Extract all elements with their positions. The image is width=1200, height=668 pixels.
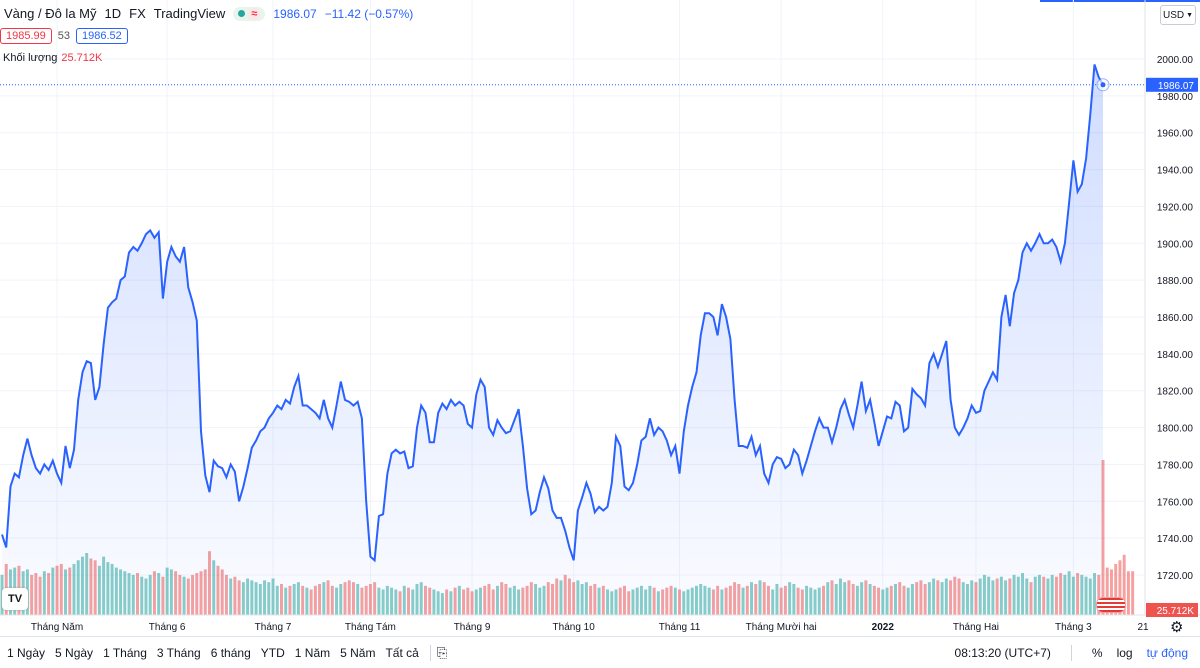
x-tick-label: Tháng 6 <box>149 622 186 633</box>
x-tick-label: Tháng 7 <box>255 622 292 633</box>
sell-price-button[interactable]: 1985.99 <box>0 28 52 44</box>
interval-label[interactable]: 1D <box>104 6 122 21</box>
price-chart[interactable]: 1720.00 1740.00 1760.00 1780.00 1800.00 1820.… <box>0 0 1200 636</box>
tradingview-logo-icon[interactable]: TV <box>2 588 28 610</box>
symbol-name[interactable]: Vàng / Đô la Mỹ <box>4 6 97 21</box>
y-tick-label: 1860.00 <box>1157 313 1194 324</box>
date-range-icon[interactable]: ⎘ <box>436 644 448 660</box>
y-tick-label: 2000.00 <box>1157 55 1194 66</box>
range-button-1[interactable]: 5 Ngày <box>55 645 94 660</box>
range-button-6[interactable]: 1 Năm <box>294 645 331 660</box>
y-tick-label: 1720.00 <box>1157 571 1194 582</box>
currency-label: USD <box>1162 9 1185 21</box>
price-change-value: −11.42 (−0.57%) <box>324 6 414 21</box>
x-tick-label: Tháng 11 <box>659 622 701 633</box>
percent-toggle[interactable]: % <box>1091 645 1103 660</box>
auto-scale-toggle[interactable]: tự động <box>1146 645 1188 660</box>
divider <box>1070 644 1072 661</box>
y-tick-label: 1800.00 <box>1157 424 1194 435</box>
log-toggle[interactable]: log <box>1116 645 1133 660</box>
gear-icon[interactable]: ⚙ <box>1170 619 1184 636</box>
x-tick-label: Tháng Hai <box>953 622 999 633</box>
y-tick-label: 1780.00 <box>1157 460 1194 471</box>
last-price-tag-text: 1986.07 <box>1158 81 1195 92</box>
approx-icon: ≈ <box>248 7 261 20</box>
price-labels: 1986.07 25.712K <box>1146 77 1198 617</box>
range-button-7[interactable]: 5 Năm <box>340 645 376 660</box>
price-line <box>1 64 1104 563</box>
y-tick-label: 1820.00 <box>1157 387 1194 398</box>
y-tick-label: 1840.00 <box>1157 350 1194 361</box>
range-button-5[interactable]: YTD <box>260 645 285 660</box>
currency-selector[interactable]: USD ▼ <box>1160 5 1196 25</box>
y-tick-label: 1920.00 <box>1157 202 1194 213</box>
x-tick-label: 2022 <box>872 622 895 633</box>
price-area <box>2 64 1103 615</box>
y-tick-label: 1960.00 <box>1157 129 1194 140</box>
chevron-down-icon: ▼ <box>1186 11 1194 19</box>
volume-label: Khối lượng <box>3 52 58 64</box>
x-tick-label: Tháng Năm <box>31 622 83 633</box>
y-tick-label: 1760.00 <box>1157 497 1194 508</box>
volume-bar <box>1126 571 1130 615</box>
volume-bar <box>1109 569 1113 615</box>
market-status-pill[interactable]: ≈ <box>233 6 266 21</box>
chart-legend: Vàng / Đô la Mỹ 1D FX TradingView ≈ 1986… <box>4 6 413 21</box>
range-button-2[interactable]: 1 Tháng <box>103 645 147 660</box>
range-button-0[interactable]: 1 Ngày <box>7 645 46 660</box>
volume-bar <box>1118 560 1122 615</box>
clock-time[interactable]: 08:13:20 (UTC+7) <box>954 645 1051 660</box>
exchange-label: FX <box>129 6 146 21</box>
volume-bar <box>1122 554 1126 615</box>
volume-bar <box>0 574 4 615</box>
price-axis[interactable]: 1720.00 1740.00 1760.00 1780.00 1800.00 1820.… <box>1157 55 1194 582</box>
time-axis[interactable]: Tháng Năm Tháng 6 Tháng 7 Tháng Tám Tháng 9 T… <box>31 622 1149 633</box>
volume-bar <box>1131 571 1135 615</box>
buy-price-button[interactable]: 1986.52 <box>76 28 128 44</box>
y-tick-label: 1740.00 <box>1157 534 1194 545</box>
range-button-3[interactable]: 3 Tháng <box>156 645 201 660</box>
divider <box>429 644 431 661</box>
x-tick-label: Tháng Mười hai <box>746 622 817 633</box>
market-open-dot-icon <box>238 10 246 17</box>
y-tick-label: 1880.00 <box>1157 276 1194 287</box>
x-tick-label: Tháng 9 <box>454 622 491 633</box>
bid-ask-row: 1985.99 53 1986.52 <box>0 28 128 44</box>
volume-legend: Khối lượng 25.712K <box>3 52 102 64</box>
source-label: TradingView <box>153 6 226 21</box>
x-tick-label: 21 <box>1137 622 1149 633</box>
volume-tag <box>1146 603 1198 617</box>
y-tick-label: 1940.00 <box>1157 166 1194 177</box>
y-tick-label: 1900.00 <box>1157 239 1194 250</box>
range-button-8[interactable]: Tất cả <box>385 645 419 660</box>
axis-options: 08:13:20 (UTC+7) % log tự động <box>954 644 1188 661</box>
volume-tag-text: 25.712K <box>1157 606 1195 617</box>
last-price-value: 1986.07 <box>273 6 317 21</box>
us-flag-icon <box>1096 597 1126 613</box>
x-tick-label: Tháng Tám <box>345 622 396 633</box>
range-button-4[interactable]: 6 tháng <box>210 645 251 660</box>
spread-value: 53 <box>57 30 71 42</box>
volume-bar <box>1105 567 1109 615</box>
x-tick-label: Tháng 3 <box>1055 622 1092 633</box>
last-price-marker <box>1096 78 1110 92</box>
x-tick-label: Tháng 10 <box>553 622 596 633</box>
volume-value: 25.712K <box>61 52 103 64</box>
last-price-tag <box>1146 77 1198 92</box>
top-accent-bar <box>1040 0 1200 2</box>
y-tick-label: 1980.00 <box>1157 92 1194 103</box>
bottom-toolbar: 1 Ngày 5 Ngày 1 Tháng 3 Tháng 6 tháng YTD 1 Nă… <box>0 636 1200 668</box>
volume-bar <box>1114 563 1118 615</box>
time-range-buttons: 1 Ngày 5 Ngày 1 Tháng 3 Tháng 6 tháng YTD 1 Nă… <box>0 646 424 660</box>
